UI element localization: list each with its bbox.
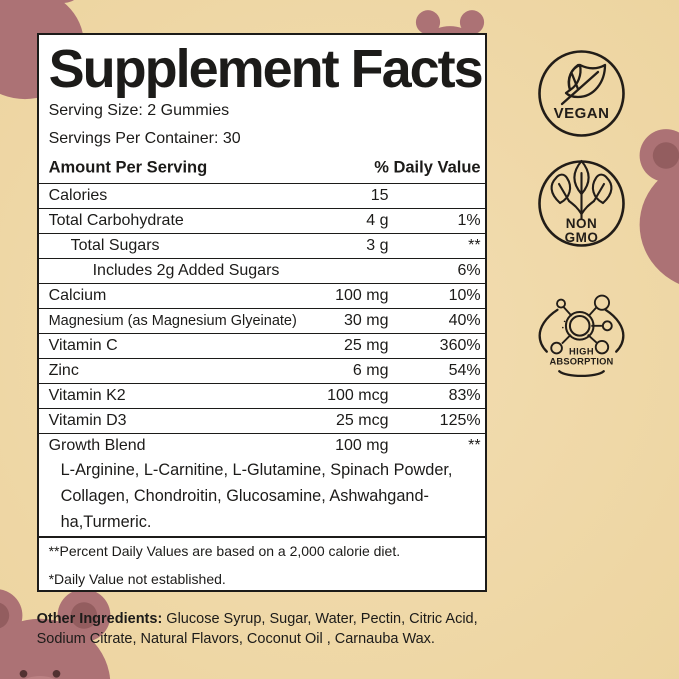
svg-text:VEGAN: VEGAN	[554, 105, 610, 122]
svg-text:HIGH: HIGH	[569, 346, 594, 356]
svg-text:ABSORPTION: ABSORPTION	[550, 357, 614, 367]
svg-text:GMO: GMO	[565, 230, 599, 245]
svg-text:NON: NON	[566, 216, 598, 231]
